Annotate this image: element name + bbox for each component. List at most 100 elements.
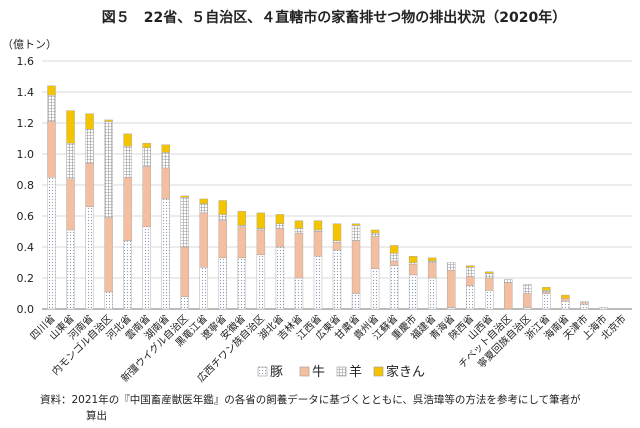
bar-segment — [370, 229, 380, 234]
y-tick-label: 1.4 — [17, 86, 35, 99]
legend-swatch — [336, 366, 347, 377]
bar-segment — [161, 198, 170, 310]
bar-segment — [123, 146, 132, 178]
bar-segment — [123, 133, 132, 147]
bar-segment — [104, 121, 113, 218]
y-axis-ticks: 0.0 0.2 0.4 0.6 0.8 1.0 1.2 1.4 1.6 — [17, 55, 35, 316]
bar-segment — [580, 302, 589, 305]
legend-label: 家きん — [386, 364, 425, 380]
legend: 豚 牛 羊 家きん — [257, 364, 425, 380]
bar-segment — [142, 147, 151, 167]
bar-segment — [485, 277, 494, 291]
bar-segment — [542, 287, 551, 291]
y-tick-label: 1.0 — [17, 148, 35, 161]
bar-segment — [275, 246, 285, 310]
bar-segment — [218, 214, 228, 221]
bar-segment — [351, 293, 361, 310]
bar-segment — [85, 163, 94, 207]
bar-segment — [123, 240, 132, 310]
bar-segment — [485, 271, 494, 274]
bar-segment — [275, 223, 285, 229]
bar-segment — [275, 228, 285, 248]
bar-segment — [542, 290, 551, 293]
bar-segment — [332, 223, 342, 241]
bar-segment — [218, 200, 228, 215]
source-note-line2: 算出 — [86, 410, 107, 422]
bar-segment — [466, 285, 475, 310]
legend-label: 豚 — [270, 365, 283, 380]
bar-segment — [199, 212, 208, 268]
legend-swatch — [299, 366, 310, 377]
bar-segment — [47, 121, 56, 178]
bar-segment — [161, 167, 170, 200]
bar-segment — [85, 206, 94, 310]
bar-segment — [408, 256, 418, 263]
bar-segment — [351, 223, 361, 226]
bar-segment — [199, 266, 208, 310]
legend-label: 羊 — [349, 364, 362, 380]
bar-segment — [332, 240, 342, 243]
x-axis-labels: 四川省山東省河南省内モンゴル自治区河北省雲南省湖南省新彊ウイグル自治区黒竜江省遼… — [27, 312, 628, 385]
bar-segment — [218, 257, 228, 310]
bar-segment — [370, 268, 380, 310]
bar-segment — [408, 262, 418, 265]
bar-segment — [180, 195, 189, 198]
gridlines — [42, 60, 632, 310]
bar-segment — [237, 211, 247, 226]
bar-segment — [199, 203, 208, 214]
bar-segment — [47, 177, 56, 310]
bar-segment — [199, 198, 208, 204]
y-tick-label: 0.2 — [17, 272, 35, 285]
bar-segment — [504, 282, 513, 310]
source-note: 資料：2021年の『中国畜産獣医年鑑』の各省の飼養データに基づくとともに、呉浩瑋… — [40, 392, 632, 424]
bar-segment — [580, 301, 589, 303]
bar-segment — [237, 257, 247, 310]
bar-segment — [161, 144, 170, 153]
bar-segment — [389, 260, 399, 266]
bar-segment — [47, 94, 56, 122]
bar-segment — [561, 297, 570, 302]
bar-segment — [237, 226, 247, 259]
y-tick-label: 0.6 — [17, 210, 35, 223]
bar-segment — [180, 296, 189, 310]
bar-segment — [599, 307, 608, 310]
bar-segment — [47, 85, 56, 96]
bar-segment — [466, 276, 475, 286]
bar-segment — [180, 246, 189, 297]
y-unit-label: （億トン） — [2, 38, 57, 51]
y-tick-label: 0.0 — [17, 303, 35, 316]
bar-segment — [104, 291, 113, 310]
bar-segment — [85, 113, 94, 130]
bar-segment — [66, 178, 75, 231]
chart-title: 図５ 22省、５自治区、４直轄市の家畜排せつ物の排出状況（2020年） — [102, 9, 566, 26]
bar-segment — [142, 226, 151, 310]
bar-segment — [446, 307, 456, 310]
bar-segment — [256, 229, 266, 255]
bar-segment — [427, 262, 437, 279]
bar-segment — [294, 277, 304, 310]
bar-segment — [313, 229, 323, 232]
bar-segment — [256, 212, 266, 229]
bar-segment — [561, 301, 570, 310]
bar-segment — [218, 220, 228, 259]
bar-segment — [408, 274, 418, 310]
bar-segment — [542, 293, 551, 310]
chart-canvas: 図５ 22省、５自治区、４直轄市の家畜排せつ物の排出状況（2020年） （億トン… — [2, 9, 632, 385]
bar-segment — [256, 254, 266, 310]
bar-segment — [523, 307, 532, 310]
bar-segment — [142, 166, 151, 228]
bar-segment — [466, 265, 475, 268]
bar-segment — [427, 260, 437, 263]
bar-segment — [466, 266, 475, 277]
legend-swatch — [257, 366, 268, 377]
source-note-line1: 資料：2021年の『中国畜産獣医年鑑』の各省の飼養データに基づくとともに、呉浩瑋… — [40, 394, 581, 406]
bar-segment — [237, 225, 247, 228]
bar-segment — [542, 291, 551, 294]
y-tick-label: 1.2 — [17, 117, 35, 130]
bar-segment — [351, 240, 361, 294]
bar-segment — [85, 128, 94, 164]
bar-segment — [580, 304, 589, 310]
bar-segment — [351, 225, 361, 242]
bar-segment — [523, 284, 532, 294]
